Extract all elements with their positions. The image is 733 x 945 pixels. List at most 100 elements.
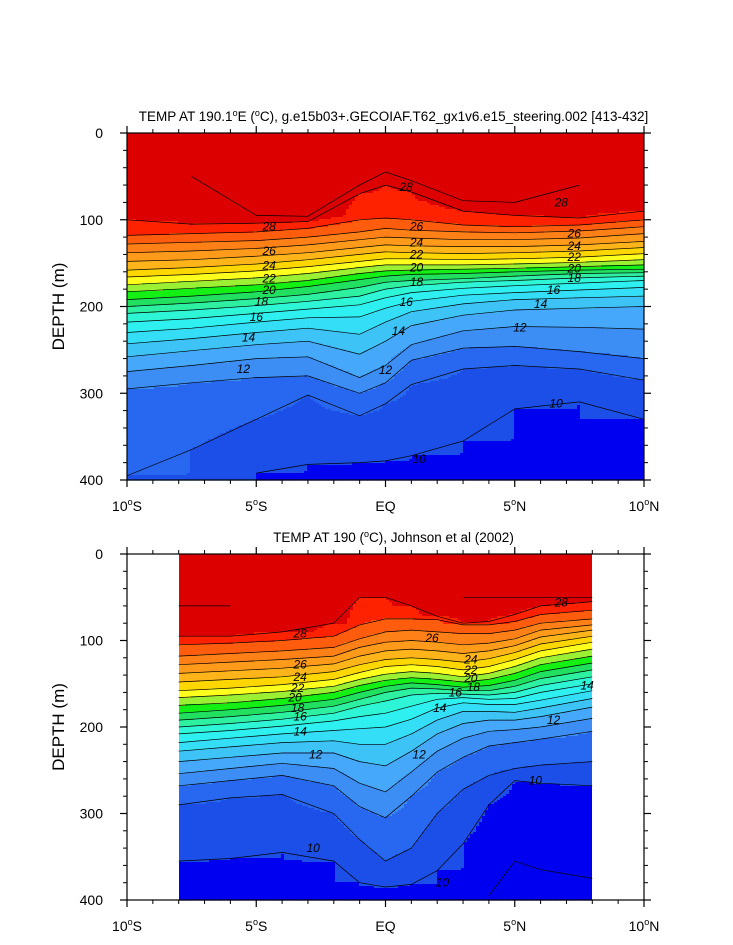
field-cell xyxy=(296,690,300,697)
field-cell xyxy=(397,373,401,400)
field-cell xyxy=(283,255,287,262)
field-cell xyxy=(193,243,197,252)
field-cell xyxy=(230,710,234,717)
field-cell xyxy=(400,281,404,288)
field-cell xyxy=(574,257,578,264)
field-cell xyxy=(319,405,323,466)
field-cell xyxy=(254,756,258,767)
field-cell xyxy=(344,882,348,901)
field-cell xyxy=(637,281,641,288)
field-cell xyxy=(278,742,282,755)
field-cell xyxy=(187,251,191,260)
field-cell xyxy=(223,307,227,316)
field-cell xyxy=(469,133,473,212)
field-cell xyxy=(179,720,183,727)
field-cell xyxy=(592,267,596,270)
field-cell xyxy=(502,327,506,348)
field-cell xyxy=(172,283,176,290)
field-cell xyxy=(145,331,149,344)
field-cell xyxy=(526,263,530,268)
field-cell xyxy=(616,235,620,244)
field-cell xyxy=(502,215,506,228)
field-cell xyxy=(310,399,314,466)
field-cell xyxy=(151,369,155,390)
field-cell xyxy=(194,690,198,697)
field-cell xyxy=(193,327,197,340)
field-cell xyxy=(451,209,455,224)
field-cell xyxy=(490,293,494,302)
field-cell xyxy=(277,473,281,481)
field-cell xyxy=(211,241,215,252)
field-cell xyxy=(457,265,461,270)
field-cell xyxy=(298,329,302,342)
field-cell xyxy=(208,233,212,242)
field-cell xyxy=(610,255,614,262)
field-cell xyxy=(350,554,354,611)
field-cell xyxy=(181,281,185,290)
field-cell xyxy=(166,321,170,330)
field-cell xyxy=(130,343,134,358)
field-cell xyxy=(185,704,189,713)
field-cell xyxy=(415,455,419,481)
field-cell xyxy=(574,133,578,218)
field-cell xyxy=(460,279,464,284)
field-cell xyxy=(571,231,575,240)
field-cell xyxy=(502,311,506,328)
field-cell xyxy=(163,341,167,354)
field-cell xyxy=(424,133,428,202)
field-cell xyxy=(454,297,458,306)
field-cell xyxy=(538,327,542,350)
field-cell xyxy=(332,648,336,657)
field-cell xyxy=(280,303,284,312)
field-cell xyxy=(268,133,272,224)
field-cell xyxy=(193,275,197,282)
field-cell xyxy=(325,317,329,330)
field-cell xyxy=(298,295,302,304)
field-cell xyxy=(544,263,548,268)
field-cell xyxy=(577,327,581,352)
field-cell xyxy=(406,347,410,366)
field-cell xyxy=(439,265,443,270)
field-cell xyxy=(224,654,228,663)
field-cell xyxy=(292,261,296,268)
field-cell xyxy=(367,279,371,286)
field-cell xyxy=(601,249,605,256)
field-cell xyxy=(403,275,407,282)
field-cell xyxy=(577,273,581,278)
field-cell xyxy=(547,369,551,410)
field-cell xyxy=(598,353,602,374)
field-cell xyxy=(218,758,222,771)
field-cell xyxy=(347,702,351,711)
field-cell xyxy=(502,347,506,368)
field-cell xyxy=(260,858,264,901)
field-cell xyxy=(316,285,320,294)
field-cell xyxy=(154,291,158,298)
field-cell xyxy=(220,317,224,326)
field-cell xyxy=(269,744,273,755)
field-cell xyxy=(301,357,305,378)
field-cell xyxy=(460,315,464,332)
field-cell xyxy=(607,283,611,290)
field-cell xyxy=(347,696,351,703)
field-cell xyxy=(574,351,578,370)
field-cell xyxy=(335,742,339,755)
field-cell xyxy=(454,223,458,232)
field-cell xyxy=(598,237,602,244)
field-cell xyxy=(175,475,179,481)
field-cell xyxy=(403,315,407,330)
field-cell xyxy=(191,554,195,637)
field-cell xyxy=(472,273,476,280)
field-cell xyxy=(355,305,359,318)
field-cell xyxy=(245,708,249,717)
field-cell xyxy=(232,361,236,382)
field-cell xyxy=(481,239,485,248)
field-cell xyxy=(248,678,252,687)
field-cell xyxy=(202,327,206,338)
field-cell xyxy=(529,347,533,368)
field-cell xyxy=(196,267,200,276)
field-cell xyxy=(289,229,293,240)
field-cell xyxy=(283,133,287,224)
field-cell xyxy=(221,860,225,901)
field-cell xyxy=(637,259,641,266)
field-cell xyxy=(320,638,324,649)
